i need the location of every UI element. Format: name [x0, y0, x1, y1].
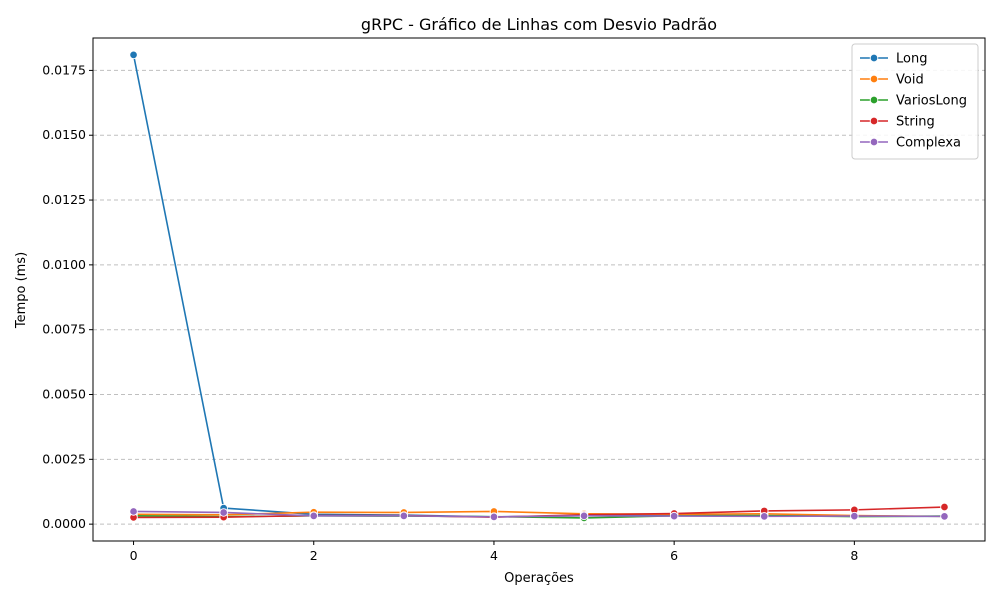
data-point-complexa	[309, 511, 318, 521]
data-point-complexa	[219, 508, 228, 517]
data-point-long	[129, 50, 138, 60]
data-point-string	[940, 502, 949, 512]
x-tick-label: 6	[670, 548, 678, 563]
x-tick-label: 8	[850, 548, 858, 563]
data-point-complexa	[579, 511, 589, 521]
grid	[93, 69, 985, 525]
x-tick-label: 4	[490, 548, 498, 563]
data-point-complexa	[399, 511, 409, 521]
series-line-long	[132, 54, 945, 518]
legend-label: VariosLong	[896, 94, 967, 109]
data-point-complexa	[669, 511, 679, 521]
axis-ticks: 0.0000 0.0025 0.0050 0.0075 0.0100 0.0125 0.01…	[42, 62, 858, 563]
y-tick-label: 0.0025	[42, 451, 86, 466]
y-tick-label: 0.0100	[42, 257, 86, 272]
y-tick-label: 0.0000	[42, 516, 86, 531]
series-long	[129, 50, 949, 522]
data-point-complexa	[489, 512, 499, 522]
series-complexa	[129, 507, 949, 522]
legend-label: Complexa	[896, 136, 961, 151]
legend-item-varioslong: VariosLong	[860, 94, 967, 109]
legend-label: Long	[896, 52, 927, 67]
x-tick-label: 2	[310, 548, 318, 563]
y-axis-label: Tempo (ms)	[14, 252, 29, 329]
legend-label: Void	[896, 73, 924, 88]
legend-marker	[869, 95, 879, 105]
legend-item-long: Long	[860, 52, 927, 67]
y-tick-label: 0.0175	[42, 62, 86, 77]
y-tick-label: 0.0125	[42, 192, 86, 207]
legend-box	[851, 43, 979, 160]
y-tick-label: 0.0050	[42, 387, 86, 402]
legend-item-void: Void	[860, 73, 924, 88]
legend-marker	[869, 74, 879, 84]
data-point-complexa	[760, 512, 769, 521]
legend-item-string: String	[860, 115, 935, 130]
legend-label: String	[896, 115, 935, 130]
x-axis-label: Operações	[504, 571, 574, 586]
legend-item-complexa: Complexa	[860, 136, 961, 151]
plot-area	[92, 37, 986, 542]
data-point-complexa	[940, 512, 949, 521]
y-tick-label: 0.0075	[42, 322, 86, 337]
chart-title: gRPC - Gráfico de Linhas com Desvio Padr…	[361, 15, 717, 34]
legend: Long Void VariosLong String Complexa	[851, 43, 979, 160]
legend-marker	[869, 53, 879, 63]
data-point-complexa	[850, 511, 859, 521]
series-lines	[129, 50, 949, 523]
y-tick-label: 0.0150	[42, 127, 86, 142]
legend-marker	[869, 137, 879, 147]
series-line-complexa	[133, 510, 945, 518]
data-point-complexa	[129, 507, 138, 516]
legend-marker	[869, 116, 879, 126]
x-tick-label: 0	[130, 548, 138, 563]
